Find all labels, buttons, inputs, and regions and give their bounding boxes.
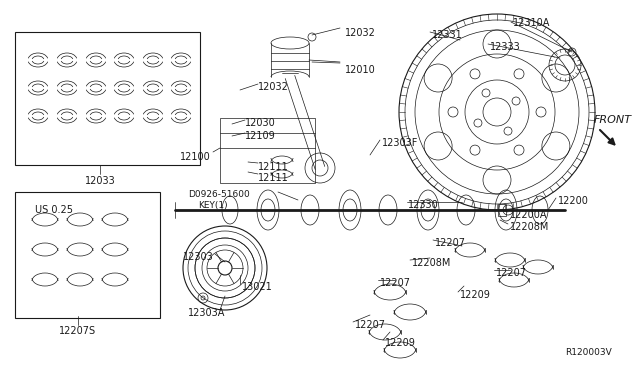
Text: 12111: 12111 [258, 173, 289, 183]
Text: 12208M: 12208M [412, 258, 451, 268]
Text: 12331: 12331 [432, 30, 463, 40]
Text: 12310A: 12310A [513, 18, 550, 28]
Text: 12032: 12032 [258, 82, 289, 92]
Text: 12030: 12030 [245, 118, 276, 128]
Text: 12207: 12207 [435, 238, 466, 248]
Text: 12207: 12207 [496, 268, 527, 278]
Text: R120003V: R120003V [565, 348, 612, 357]
Text: KEY(1): KEY(1) [198, 201, 228, 210]
Text: 13021: 13021 [242, 282, 273, 292]
Text: 12032: 12032 [345, 28, 376, 38]
Text: 12200A: 12200A [510, 210, 547, 220]
Text: 12010: 12010 [345, 65, 376, 75]
Bar [220, 118, 315, 183]
Text: D0926-51600: D0926-51600 [188, 190, 250, 199]
Text: 12303A: 12303A [188, 308, 225, 318]
Text: 12303F: 12303F [382, 138, 419, 148]
Bar [498, 204, 506, 216]
Bar [15, 32, 200, 165]
Bar [15, 192, 160, 318]
Text: 12207S: 12207S [60, 326, 97, 336]
Text: 12033: 12033 [84, 176, 115, 186]
Text: 12111: 12111 [258, 162, 289, 172]
Text: 12333: 12333 [490, 42, 521, 52]
Text: 12100: 12100 [180, 152, 211, 162]
Text: 12330: 12330 [408, 200, 439, 210]
Text: 12207: 12207 [355, 320, 386, 330]
Text: 12208M: 12208M [510, 222, 549, 232]
Text: 12303: 12303 [183, 252, 214, 262]
Text: 12207: 12207 [380, 278, 411, 288]
Text: FRONT: FRONT [594, 115, 632, 125]
Text: US 0.25: US 0.25 [35, 205, 73, 215]
Text: 12109: 12109 [245, 131, 276, 141]
Text: 12200: 12200 [558, 196, 589, 206]
Text: 12209: 12209 [385, 338, 416, 348]
Text: 12209: 12209 [460, 290, 491, 300]
